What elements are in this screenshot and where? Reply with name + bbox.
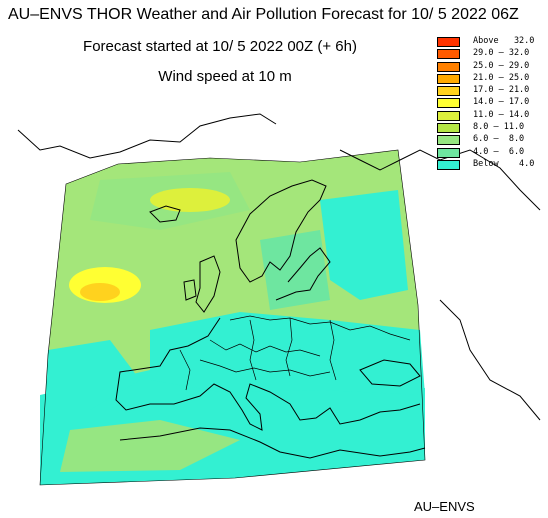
legend-swatch [437, 123, 460, 134]
legend-item: 11.0 – 14.0 [437, 109, 545, 123]
calm-zone-atlantic [45, 340, 140, 410]
legend-label: 14.0 – 17.0 [473, 97, 530, 108]
legend-swatch [437, 86, 460, 97]
calm-zone-continent [150, 312, 425, 395]
caspian-region [439, 299, 541, 421]
legend-label: 4.0 – 6.0 [473, 146, 525, 157]
legend-swatch [437, 49, 460, 60]
legend-item: 14.0 – 17.0 [437, 97, 545, 110]
country-borders [179, 315, 411, 391]
legend-label: 21.0 – 25.0 [473, 72, 530, 83]
iceland-coast [149, 205, 181, 223]
legend-item: 21.0 – 25.0 [437, 72, 545, 86]
legend-item: 25.0 – 29.0 [437, 60, 545, 74]
color-legend: Above 32.0 29.0 – 32.0 25.0 – 29.0 21.0 – 2… [437, 36, 545, 172]
legend-swatch [437, 98, 460, 109]
scandinavia-coast [235, 179, 327, 283]
credit-label: AU–ENVS [414, 499, 475, 514]
legend-item: 6.0 – 8.0 [437, 134, 545, 147]
legend-item: Above 32.0 [437, 36, 545, 49]
legend-swatch [437, 135, 460, 146]
black-sea [359, 359, 421, 387]
strong-wind-bay [80, 283, 120, 301]
forecast-start-label: Forecast started at 10/ 5 2022 00Z (+ 6h… [83, 38, 357, 55]
calm-zone-east [320, 190, 408, 300]
legend-label: 29.0 – 32.0 [473, 48, 530, 59]
europe-west-coast [115, 317, 421, 431]
legend-label: 6.0 – 8.0 [473, 134, 525, 145]
baltic-coast [275, 247, 331, 301]
domain-outline [39, 149, 426, 486]
variable-label: Wind speed at 10 m [158, 68, 292, 85]
legend-swatch [437, 61, 460, 72]
legend-swatch [437, 147, 460, 158]
coastlines [17, 113, 541, 459]
legend-label: 8.0 – 11.0 [473, 122, 525, 133]
moderate-zone-med [60, 420, 240, 472]
map-title: AU–ENVS THOR Weather and Air Pollution F… [8, 6, 519, 23]
legend-item: 8.0 – 11.0 [437, 122, 545, 135]
legend-label: Below 4.0 [473, 158, 535, 169]
legend-label: 17.0 – 21.0 [473, 85, 530, 96]
legend-label: 25.0 – 29.0 [473, 60, 530, 71]
strong-wind-north [150, 188, 230, 212]
legend-item: 29.0 – 32.0 [437, 48, 545, 61]
legend-item: Below 4.0 [437, 158, 545, 172]
british-isles [183, 255, 221, 313]
legend-item: 17.0 – 21.0 [437, 85, 545, 98]
legend-swatch [437, 37, 460, 47]
legend-swatch [437, 73, 460, 84]
north-africa-coast [119, 427, 426, 459]
legend-swatch [437, 110, 460, 121]
legend-label: 11.0 – 14.0 [473, 109, 530, 120]
greenland-coast [17, 113, 277, 159]
moderate-zone-baltic [260, 230, 330, 310]
legend-item: 4.0 – 6.0 [437, 146, 545, 160]
russia-north-coast [339, 149, 541, 211]
legend-label: Above 32.0 [473, 36, 535, 46]
legend-swatch [437, 159, 460, 170]
